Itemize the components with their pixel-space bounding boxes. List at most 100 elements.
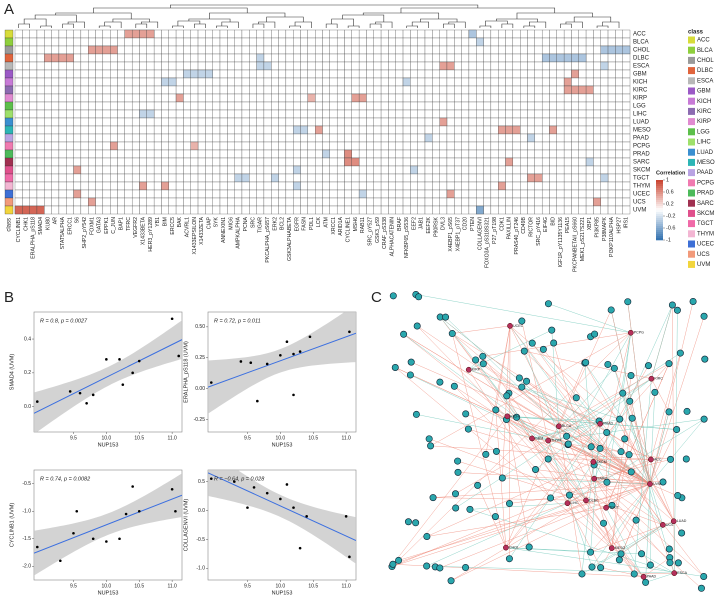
- legend-swatch: [688, 148, 695, 156]
- empty-cell: [190, 77, 199, 87]
- empty-cell: [351, 141, 360, 151]
- empty-cell: [183, 53, 191, 63]
- empty-cell: [402, 133, 411, 143]
- empty-cell: [607, 141, 616, 151]
- empty-cell: [161, 109, 169, 119]
- empty-cell: [615, 197, 623, 207]
- empty-cell: [131, 117, 140, 127]
- node: [520, 347, 528, 355]
- empty-cell: [153, 125, 162, 135]
- empty-cell: [271, 109, 279, 119]
- empty-cell: [329, 165, 338, 175]
- empty-cell: [439, 149, 448, 159]
- empty-cell: [197, 141, 206, 151]
- empty-cell: [563, 109, 572, 119]
- column-label: GSK3ALPHABETA: [287, 216, 293, 261]
- empty-cell: [36, 101, 45, 111]
- column-label: PCNA: [243, 216, 249, 231]
- empty-cell: [476, 93, 484, 103]
- heatmap-cell: [571, 53, 579, 63]
- empty-cell: [131, 181, 140, 191]
- edge: [468, 369, 551, 499]
- colorbar-step: [656, 202, 663, 205]
- empty-cell: [44, 29, 52, 39]
- empty-cell: [461, 101, 470, 111]
- edge: [619, 419, 674, 522]
- y-axis-label: SMAD4 (UVM): [9, 354, 15, 391]
- empty-cell: [556, 173, 565, 183]
- empty-cell: [110, 173, 118, 183]
- edge: [477, 485, 507, 548]
- empty-cell: [366, 101, 374, 111]
- colorbar-step: [656, 192, 663, 195]
- empty-cell: [190, 37, 199, 47]
- node: [697, 584, 705, 592]
- empty-cell: [80, 197, 89, 207]
- empty-cell: [476, 85, 484, 95]
- empty-cell: [476, 117, 484, 127]
- empty-cell: [373, 109, 382, 119]
- empty-cell: [402, 45, 411, 55]
- node: [600, 519, 608, 527]
- empty-cell: [541, 149, 550, 159]
- edge: [590, 423, 601, 553]
- colorbar-step: [656, 180, 663, 183]
- empty-cell: [307, 133, 316, 143]
- x-tick-label: 10.5: [308, 583, 318, 589]
- empty-cell: [344, 133, 352, 143]
- empty-cell: [263, 149, 272, 159]
- empty-cell: [124, 205, 133, 215]
- legend-label: DLBC: [697, 68, 714, 74]
- column-label: BAP1: [119, 217, 125, 230]
- empty-cell: [483, 61, 492, 71]
- empty-cell: [249, 189, 257, 199]
- empty-cell: [227, 117, 235, 127]
- edge: [495, 325, 511, 410]
- empty-cell: [366, 117, 374, 127]
- empty-cell: [285, 181, 294, 191]
- empty-cell: [88, 117, 96, 127]
- empty-cell: [600, 85, 609, 95]
- node: [621, 435, 629, 443]
- empty-cell: [124, 117, 133, 127]
- empty-cell: [117, 53, 125, 63]
- empty-cell: [66, 133, 74, 143]
- node: [448, 330, 456, 338]
- empty-cell: [183, 93, 191, 103]
- empty-cell: [563, 189, 572, 199]
- class-strip: [4, 133, 14, 143]
- empty-cell: [527, 165, 535, 175]
- x-tick-label: 9.5: [244, 435, 251, 441]
- empty-cell: [241, 29, 250, 39]
- empty-cell: [322, 109, 330, 119]
- empty-cell: [483, 173, 492, 183]
- empty-cell: [102, 109, 111, 119]
- empty-cell: [498, 165, 506, 175]
- empty-cell: [307, 173, 316, 183]
- empty-cell: [520, 53, 528, 63]
- empty-cell: [446, 69, 455, 79]
- empty-cell: [336, 189, 345, 199]
- empty-cell: [161, 197, 169, 207]
- column-label: XBP1: [587, 217, 593, 230]
- empty-cell: [615, 149, 623, 159]
- empty-cell: [95, 117, 104, 127]
- empty-cell: [571, 29, 579, 39]
- heatmap-cell: [110, 45, 118, 55]
- data-point: [124, 512, 128, 516]
- empty-cell: [534, 197, 543, 207]
- empty-cell: [95, 69, 104, 79]
- empty-cell: [124, 53, 133, 63]
- legend-title: Correlation: [656, 170, 686, 176]
- empty-cell: [29, 165, 38, 175]
- empty-cell: [607, 61, 616, 71]
- heatmap-cell: [88, 197, 96, 207]
- empty-cell: [615, 61, 623, 71]
- empty-cell: [578, 101, 587, 111]
- empty-cell: [14, 141, 23, 151]
- empty-cell: [66, 29, 74, 39]
- empty-cell: [439, 173, 448, 183]
- empty-cell: [315, 157, 323, 167]
- empty-cell: [344, 117, 352, 127]
- empty-cell: [585, 93, 594, 103]
